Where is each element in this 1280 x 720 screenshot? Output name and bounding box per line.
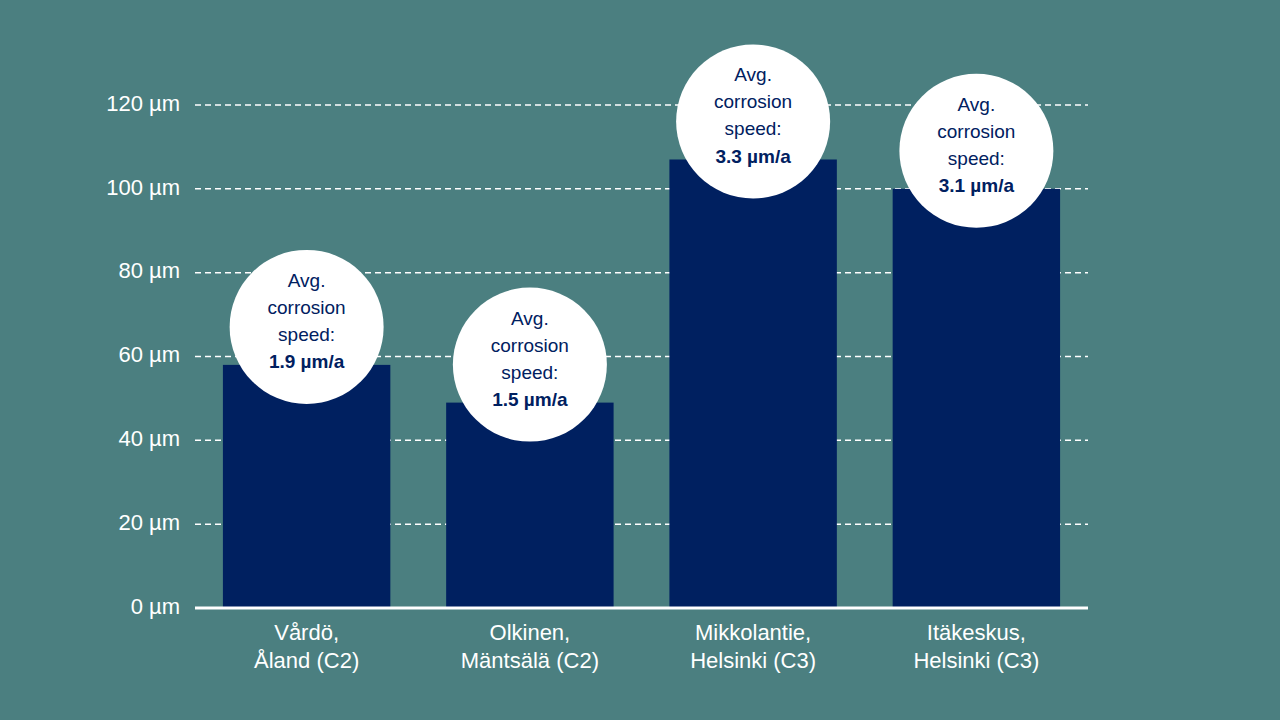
y-tick-label: 20 µm bbox=[118, 510, 180, 535]
x-tick-label: Olkinen,Mäntsälä (C2) bbox=[461, 620, 599, 673]
x-tick-label: Vårdö,Åland (C2) bbox=[254, 620, 359, 673]
annotation-label: Avg.corrosionspeed: bbox=[714, 65, 792, 140]
annotation-value: 3.1 µm/a bbox=[939, 175, 1015, 196]
annotation-value: 1.5 µm/a bbox=[492, 389, 568, 410]
annotation-label: Avg.corrosionspeed: bbox=[491, 308, 569, 383]
y-tick-label: 0 µm bbox=[131, 594, 180, 619]
annotation-circle bbox=[676, 44, 830, 198]
y-tick-label: 40 µm bbox=[118, 426, 180, 451]
x-tick-label: Mikkolantie,Helsinki (C3) bbox=[690, 620, 816, 673]
annotation-label: Avg.corrosionspeed: bbox=[268, 270, 346, 345]
y-tick-label: 100 µm bbox=[106, 175, 180, 200]
bars bbox=[223, 159, 1060, 608]
annotation-circle bbox=[230, 250, 384, 404]
bar bbox=[669, 159, 836, 608]
x-axis-line bbox=[195, 607, 1088, 610]
y-tick-label: 120 µm bbox=[106, 91, 180, 116]
chart: 0 µm 20 µm 40 µm 60 µm 80 µm 100 µm 120 µm Vård… bbox=[0, 0, 1280, 720]
annotation-circle bbox=[453, 288, 607, 442]
annotation-value: 3.3 µm/a bbox=[715, 146, 791, 167]
x-tick-label: Itäkeskus,Helsinki (C3) bbox=[913, 620, 1039, 673]
annotations: Avg.corrosionspeed: 1.9 µm/a Avg.corrosion… bbox=[230, 44, 1054, 441]
y-tick-label: 80 µm bbox=[118, 258, 180, 283]
bar bbox=[893, 189, 1060, 608]
y-tick-label: 60 µm bbox=[118, 342, 180, 367]
annotation-circle bbox=[899, 74, 1053, 228]
annotation-value: 1.9 µm/a bbox=[269, 351, 345, 372]
annotation-label: Avg.corrosionspeed: bbox=[937, 94, 1015, 169]
